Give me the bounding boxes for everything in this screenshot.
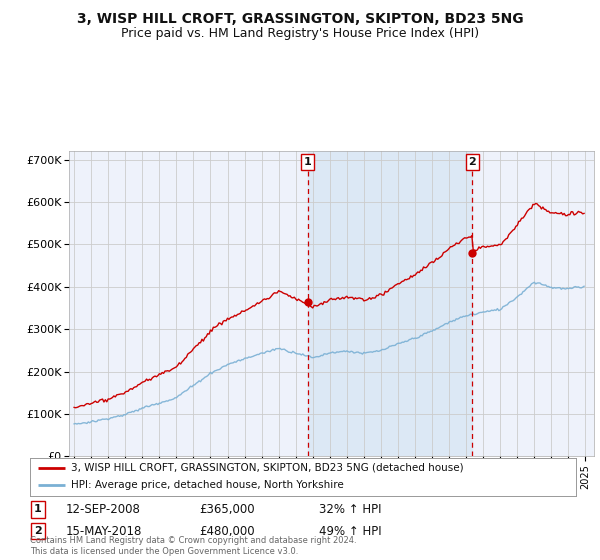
Text: 2: 2 xyxy=(469,157,476,167)
Bar xyxy=(308,151,472,456)
Text: Price paid vs. HM Land Registry's House Price Index (HPI): Price paid vs. HM Land Registry's House … xyxy=(121,27,479,40)
Text: 1: 1 xyxy=(304,157,311,167)
Text: 15-MAY-2018: 15-MAY-2018 xyxy=(65,525,142,538)
Text: 49% ↑ HPI: 49% ↑ HPI xyxy=(319,525,382,538)
Text: 3, WISP HILL CROFT, GRASSINGTON, SKIPTON, BD23 5NG (detached house): 3, WISP HILL CROFT, GRASSINGTON, SKIPTON… xyxy=(71,463,464,473)
Text: 1: 1 xyxy=(34,505,41,515)
Text: 12-SEP-2008: 12-SEP-2008 xyxy=(65,503,140,516)
Text: £365,000: £365,000 xyxy=(199,503,255,516)
Text: Contains HM Land Registry data © Crown copyright and database right 2024.
This d: Contains HM Land Registry data © Crown c… xyxy=(30,536,356,556)
Text: £480,000: £480,000 xyxy=(199,525,255,538)
Text: 3, WISP HILL CROFT, GRASSINGTON, SKIPTON, BD23 5NG: 3, WISP HILL CROFT, GRASSINGTON, SKIPTON… xyxy=(77,12,523,26)
Text: 32% ↑ HPI: 32% ↑ HPI xyxy=(319,503,382,516)
Text: HPI: Average price, detached house, North Yorkshire: HPI: Average price, detached house, Nort… xyxy=(71,480,344,491)
Text: 2: 2 xyxy=(34,526,41,536)
